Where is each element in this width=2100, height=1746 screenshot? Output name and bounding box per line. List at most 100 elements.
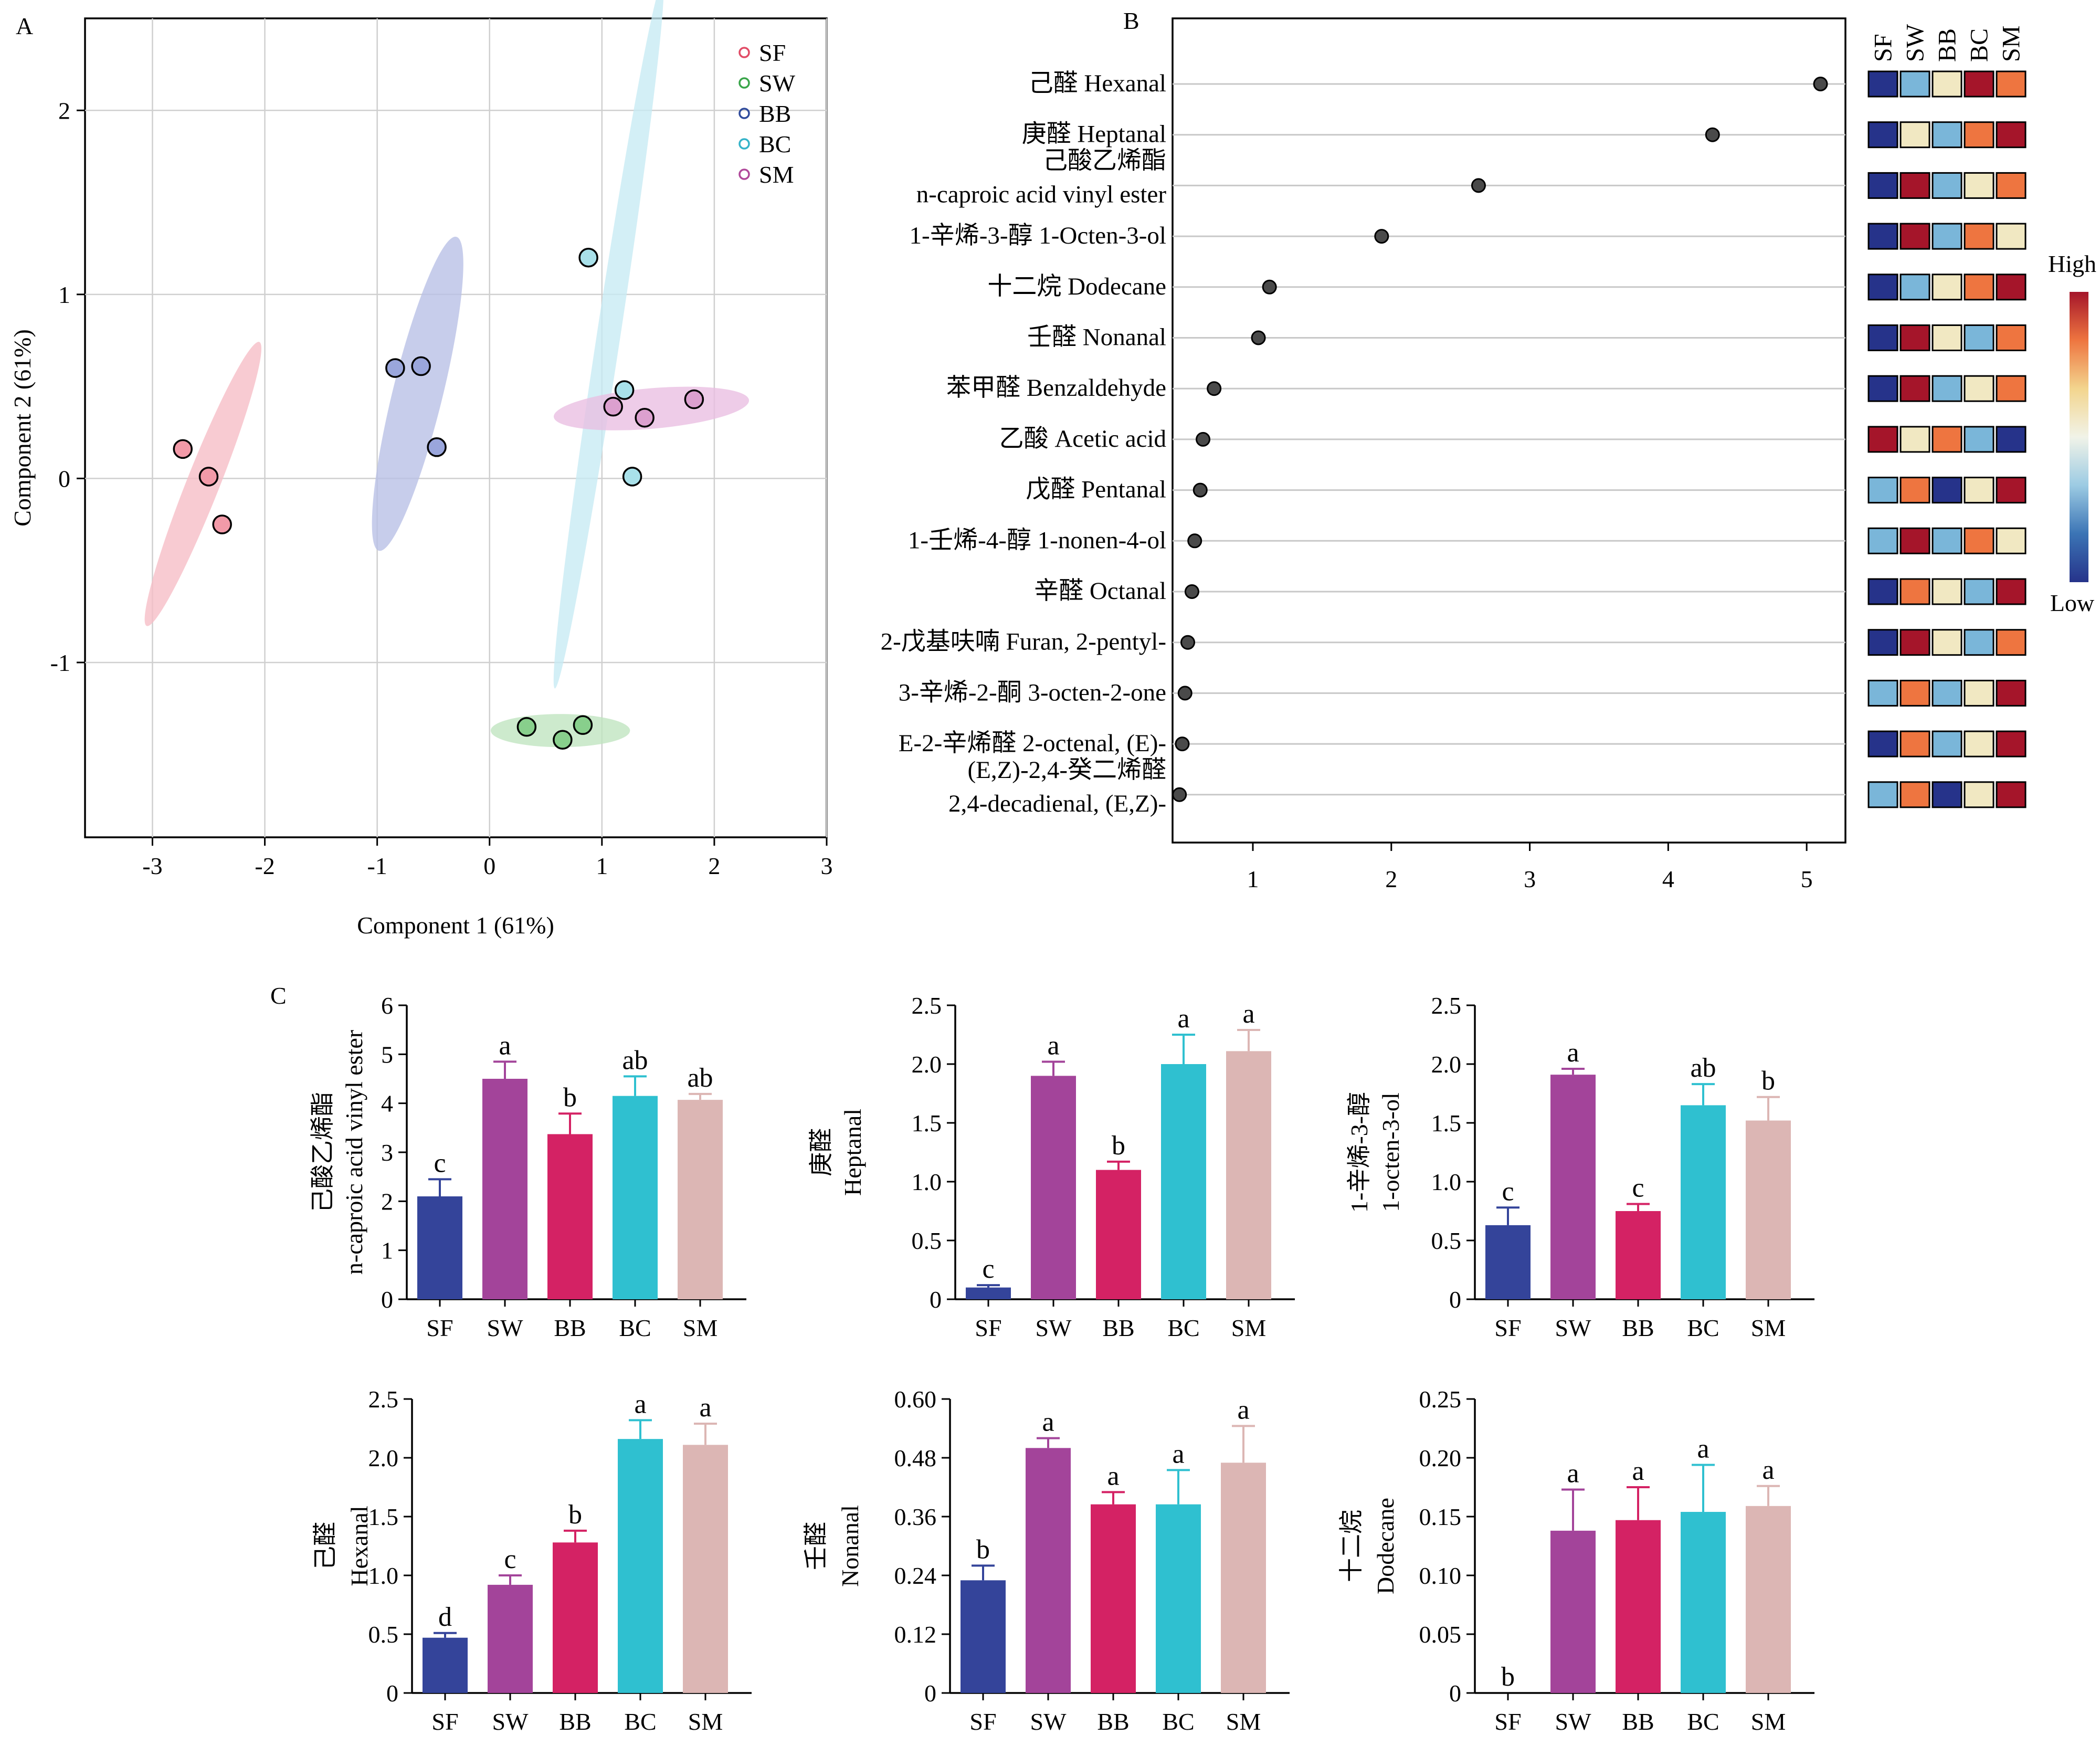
heatmap-cell (1900, 679, 1930, 707)
bar-bc (1161, 1064, 1206, 1299)
heatmap-group-label: BB (1934, 28, 1961, 62)
heatmap-cell (1867, 324, 1898, 351)
bar-bc (1681, 1105, 1726, 1299)
bar-y-tick-label: 2.5 (368, 1386, 399, 1413)
compound-label: 壬醛 Nonanal (1027, 324, 1166, 351)
significance-letter: a (1697, 1434, 1709, 1464)
pca-y-ticks: -1 0 1 2 (50, 97, 85, 676)
bar-bb (1091, 1504, 1136, 1693)
bar-y-label-cn: 庚醛 (808, 1128, 835, 1176)
heatmap-cell (1900, 172, 1930, 199)
pca-point-sw (553, 730, 573, 750)
heatmap-cell (1932, 527, 1962, 554)
bar-y-label-en: Dodecane (1372, 1498, 1399, 1594)
compound-label: 1-壬烯-4-醇 1-nonen-4-ol (908, 527, 1166, 554)
bar-y-label-cn: 1-辛烯-3-醇 (1346, 1092, 1373, 1213)
bar-y-tick-label: 0 (930, 1286, 942, 1313)
compound-label: (E,Z)-2,4-癸二烯醛 (967, 756, 1166, 784)
bar-bc (1681, 1512, 1726, 1693)
bar-sm (683, 1445, 728, 1693)
pca-x-tick-label: 3 (821, 853, 833, 879)
pca-legend-label-sw: SW (759, 70, 796, 97)
bar-y-tick-label: 0.5 (368, 1621, 399, 1648)
bar-sw (488, 1584, 533, 1693)
bar-x-tick-label: SF (975, 1314, 1001, 1341)
heatmap-cell (1867, 679, 1898, 707)
bar-x-tick-label: SW (492, 1708, 529, 1735)
bar-y-label-cn: 己醛 (312, 1522, 339, 1570)
bar-y-tick-label: 2.5 (1431, 992, 1462, 1019)
lollipop-x-tick-label: 3 (1524, 866, 1536, 892)
heatmap-cell (1964, 679, 1995, 707)
pca-legend-marker-sw (738, 77, 750, 89)
heatmap-group-label: BC (1966, 28, 1993, 62)
bar-y-tick-label: 6 (381, 992, 393, 1019)
compound-label: 2,4-decadienal, (E,Z)- (948, 790, 1166, 817)
bar-chart-1-octen-3-ol: 0 0.5 1.0 1.5 2.0 2.5 c SF a SW c BB ab BC b SM 1-辛烯-3-醇… (1346, 992, 1814, 1341)
bar-y-label-cn: 己酸乙烯酯 (309, 1092, 336, 1213)
heatmap-cell (1932, 679, 1962, 707)
bar-y-tick-label: 2 (381, 1188, 393, 1215)
heatmap-cell (1932, 172, 1962, 199)
bar-chart-dodecane: 0 0.05 0.10 0.15 0.20 0.25 b SF a SW a BB a BC a SM 十二烷 D… (1338, 1386, 1814, 1735)
significance-letter: a (699, 1393, 711, 1423)
bar-sw (1550, 1530, 1596, 1693)
pca-ellipse-bb (372, 236, 463, 551)
bar-bc (618, 1439, 663, 1693)
bar-y-tick-label: 1.5 (368, 1503, 399, 1530)
significance-letter: c (982, 1254, 994, 1284)
bar-sf (423, 1637, 468, 1693)
bar-x-tick-label: SM (1751, 1314, 1786, 1341)
compound-label: 2-戊基呋喃 Furan, 2-pentyl- (881, 628, 1166, 656)
heatmap-cell (1996, 426, 2027, 453)
lollipop-dot (1187, 533, 1202, 549)
lollipop-dot (1196, 432, 1211, 447)
bar-y-label-cn: 壬醛 (803, 1522, 829, 1570)
compound-label: E-2-辛烯醛 2-octenal, (E)- (899, 730, 1166, 757)
heatmap-cell (1996, 375, 2027, 402)
bar-y-tick-label: 0.25 (1419, 1386, 1462, 1413)
lollipop-dot (1262, 279, 1277, 294)
heatmap-cell (1996, 781, 2027, 808)
bar-y-tick-label: 1.5 (912, 1110, 942, 1137)
heatmap-cell (1867, 121, 1898, 149)
bar-x-tick-label: SF (426, 1314, 453, 1341)
significance-letter: a (1177, 1004, 1189, 1034)
lollipop-dot (1180, 635, 1196, 650)
bar-x-tick-label: BC (1687, 1708, 1719, 1735)
bar-x-tick-label: SW (1030, 1708, 1067, 1735)
heatmap-cell (1964, 223, 1995, 250)
bar-y-label-en: Hexanal (346, 1506, 373, 1586)
heatmap-cell (1900, 781, 1930, 808)
bar-x-tick-label: SW (1555, 1314, 1592, 1341)
bar-sm (1746, 1120, 1791, 1299)
heatmap-cell (1867, 629, 1898, 656)
pca-y-tick-label: -1 (50, 649, 70, 676)
significance-letter: a (1047, 1031, 1059, 1061)
heatmap-cell (1932, 781, 1962, 808)
pca-y-tick-label: 2 (58, 97, 70, 124)
heatmap-cell (1964, 375, 1995, 402)
bar-x-tick-label: SM (688, 1708, 723, 1735)
bar-y-tick-label: 0.60 (894, 1386, 937, 1413)
bar-x-tick-label: SM (1231, 1314, 1266, 1341)
lollipop-x-tick-label: 4 (1662, 866, 1674, 892)
bar-sw (1031, 1076, 1076, 1299)
pca-legend-marker-bc (738, 138, 750, 150)
compound-label: 己酸乙烯酯 (1043, 147, 1166, 174)
pca-legend: SF SW BB BC SM (738, 39, 796, 188)
pca-points (173, 247, 704, 750)
heatmap-cell (1996, 578, 2027, 605)
bar-sf (961, 1580, 1006, 1693)
significance-letter: b (1112, 1131, 1125, 1161)
compound-label: n-caproic acid vinyl ester (916, 181, 1167, 208)
heatmap-cell (1932, 426, 1962, 453)
significance-letter: ab (687, 1063, 713, 1093)
pca-point-sf (212, 514, 232, 534)
pca-plot-frame (84, 17, 828, 838)
bar-y-tick-label: 0 (381, 1286, 393, 1313)
bar-y-tick-label: 0.05 (1419, 1621, 1462, 1648)
